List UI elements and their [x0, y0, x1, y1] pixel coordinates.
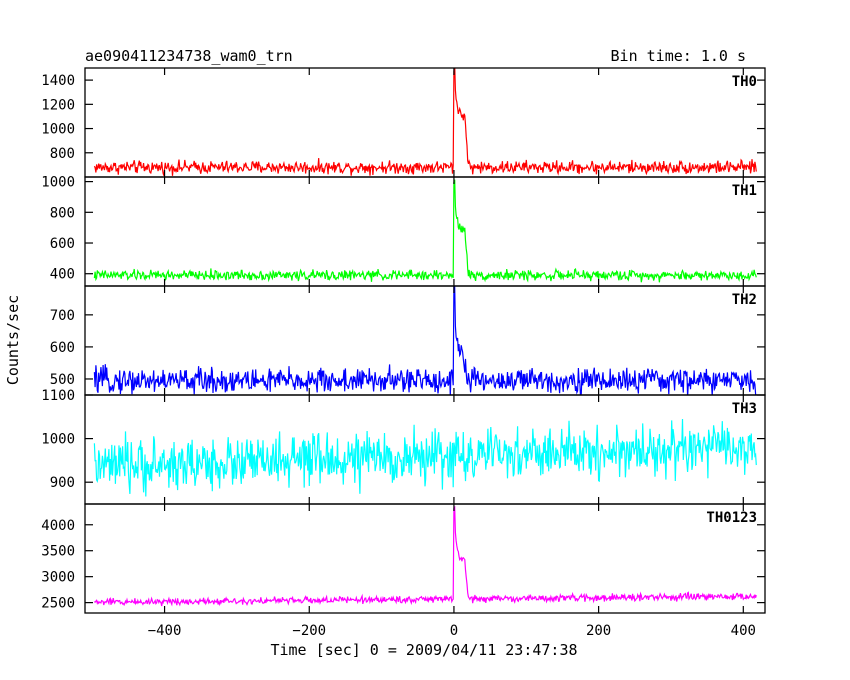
panel-label-th0: TH0: [732, 74, 757, 90]
y-tick-label-th2: 500: [50, 372, 75, 388]
panel-th0123: 2500 3000 3500 4000 TH0123: [41, 503, 766, 614]
panel-frame-th0: [84, 67, 766, 178]
panel-frame-th0123: [84, 503, 766, 614]
series-line-th3: [93, 418, 757, 497]
series-line-th0123: [94, 505, 757, 607]
x-tick-label: 0: [450, 623, 458, 639]
y-axis-label: Counts/sec: [4, 295, 22, 385]
y-tick-label-th2: 600: [50, 340, 75, 356]
panel-label-th3: TH3: [732, 401, 757, 417]
y-tick-label-th0123: 3000: [41, 570, 75, 586]
series-line-th0: [93, 68, 757, 176]
y-tick-label-th0: 1400: [41, 73, 75, 89]
panel-th2: 500 600 700 TH2: [50, 285, 766, 396]
panels-group: 800 1000 1200 1400 TH0 400 600 800 1000 TH1 500 600…: [41, 67, 766, 639]
y-tick-label-th3: 900: [50, 475, 75, 491]
series-line-th2: [93, 286, 757, 395]
y-tick-label-th2: 700: [50, 308, 75, 324]
y-tick-label-th0123: 2500: [41, 596, 75, 612]
chart-title: ae090411234738_wam0_trn: [85, 47, 293, 65]
y-tick-label-th3: 1100: [41, 388, 75, 404]
x-tick-label: 400: [731, 623, 756, 639]
panel-th1: 400 600 800 1000 TH1: [41, 175, 766, 287]
bin-time-label: Bin time: 1.0 s: [611, 47, 746, 65]
y-tick-label-th0123: 4000: [41, 518, 75, 534]
y-tick-label-th0: 1000: [41, 122, 75, 138]
y-tick-label-th1: 400: [50, 267, 75, 283]
x-tick-label: 200: [586, 623, 611, 639]
series-line-th1: [93, 179, 757, 283]
panel-frame-th1: [84, 176, 766, 287]
y-tick-label-th0123: 3500: [41, 544, 75, 560]
panel-label-th2: TH2: [732, 292, 757, 308]
y-tick-label-th1: 1000: [41, 175, 75, 191]
x-tick-label: −400: [148, 623, 182, 639]
panel-th0: 800 1000 1200 1400 TH0: [41, 67, 766, 178]
y-tick-label-th3: 1000: [41, 432, 75, 448]
y-tick-label-th1: 600: [50, 236, 75, 252]
x-axis-label: Time [sec] 0 = 2009/04/11 23:47:38: [270, 641, 577, 659]
panel-label-th0123: TH0123: [706, 510, 757, 526]
y-tick-label-th1: 800: [50, 205, 75, 221]
y-tick-label-th0: 1200: [41, 97, 75, 113]
y-tick-label-th0: 800: [50, 146, 75, 162]
x-tick-label: −200: [292, 623, 326, 639]
panel-label-th1: TH1: [732, 183, 757, 199]
panel-th3: 900 1000 1100 TH3: [41, 388, 766, 505]
